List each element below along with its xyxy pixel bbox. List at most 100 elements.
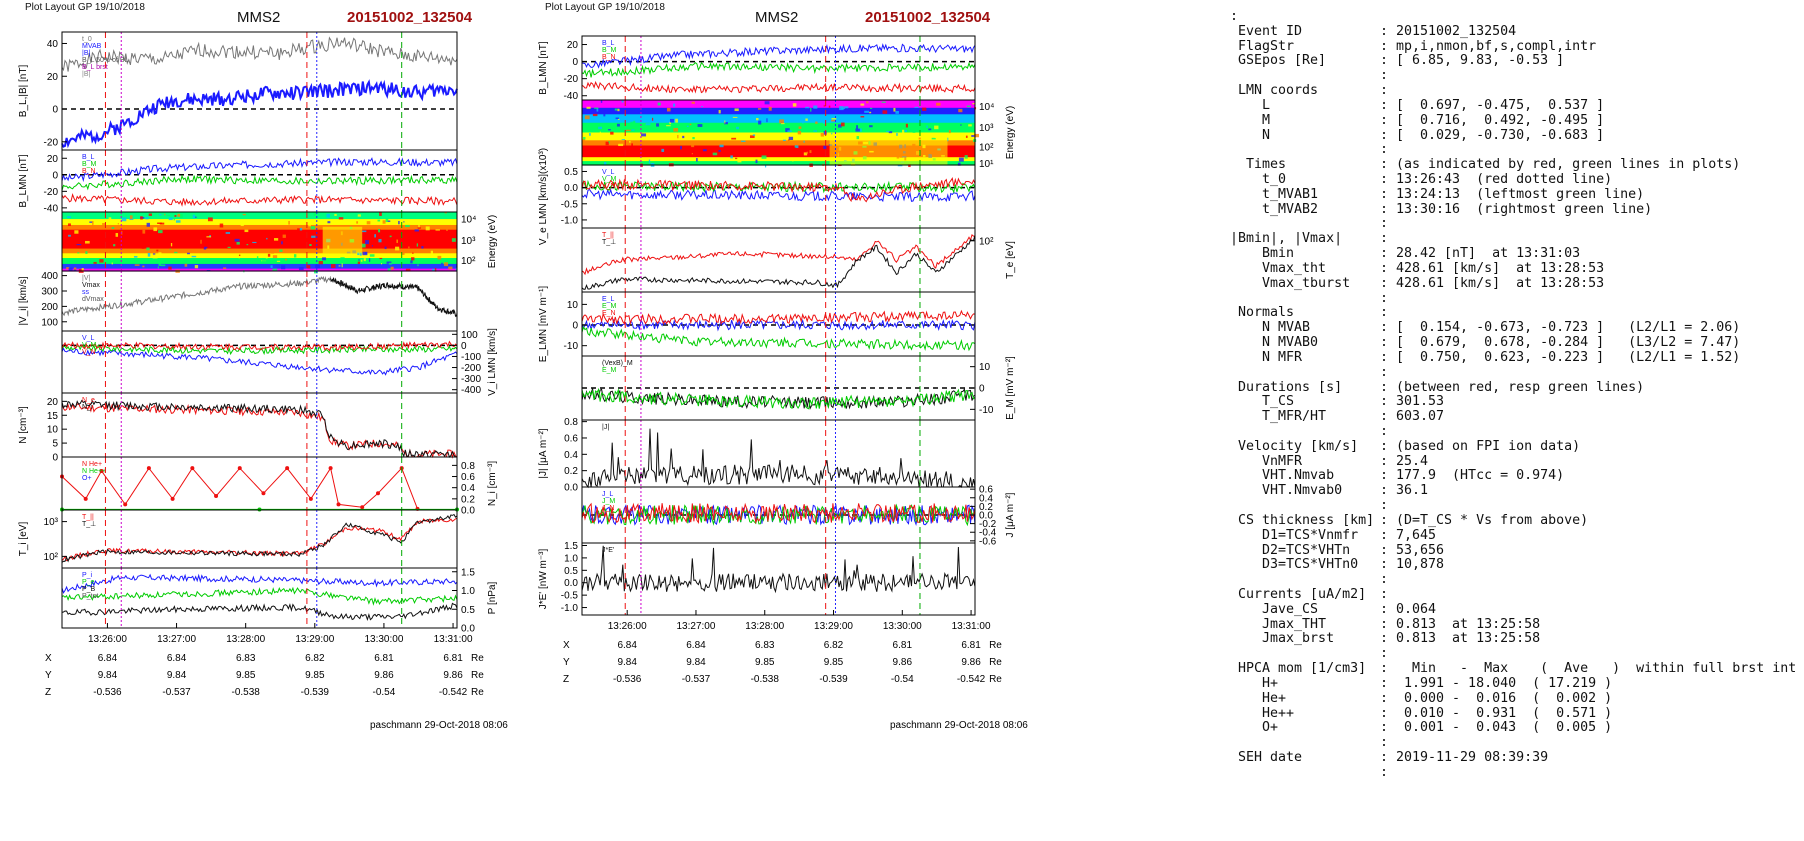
spectrogram-pixel: [856, 136, 860, 140]
spectrogram-pixel: [157, 266, 159, 269]
spectrogram-pixel: [761, 155, 767, 159]
footer-credit: paschmann 29-Oct-2018 08:06: [370, 720, 508, 731]
spectrogram-patch: [829, 139, 948, 165]
spectrogram-pixel: [113, 244, 116, 247]
summary-value: : [ 0.154, -0.673, -0.723 ] (L2/L1 = 2.0…: [1380, 320, 1741, 336]
spectrogram-pixel: [724, 121, 728, 125]
spectrogram-pixel: [752, 134, 756, 136]
spectrogram-pixel: [810, 107, 812, 112]
spectrogram-pixel: [585, 162, 589, 165]
spectrogram-pixel: [395, 221, 398, 225]
spectrogram-pixel: [618, 143, 624, 147]
summary-label: T_CS: [1230, 394, 1295, 410]
spectrogram-pixel: [166, 215, 170, 217]
summary-value: :: [1380, 83, 1389, 99]
spectrogram-pixel: [396, 239, 398, 243]
spectrogram-pixel: [803, 140, 805, 143]
spectrogram-pixel: [159, 222, 165, 225]
spectrogram-pixel: [167, 258, 171, 263]
spectrogram-patch: [322, 226, 363, 254]
legend-entry: N_i: [82, 404, 93, 411]
coord-value: -0.542: [439, 687, 468, 698]
spectrogram-pixel: [173, 218, 175, 221]
spectrogram-pixel: [692, 136, 695, 140]
spectrogram-pixel: [281, 241, 283, 245]
spectrogram-pixel: [673, 127, 679, 132]
data-point: [214, 494, 219, 499]
summary-label: O+: [1230, 720, 1279, 736]
summary-label: t_MVAB1: [1230, 186, 1319, 202]
spectrogram-pixel: [66, 267, 70, 270]
spectrogram-pixel: [749, 135, 755, 139]
spectrogram-pixel: [958, 108, 963, 113]
spectrogram-band: [582, 140, 975, 147]
spectrogram-pixel: [621, 139, 625, 141]
spectrogram-pixel: [689, 123, 692, 126]
spectrogram-pixel: [89, 221, 93, 223]
spectrogram-pixel: [242, 213, 246, 216]
spectrogram-pixel: [380, 263, 383, 265]
spectrogram-pixel: [844, 106, 849, 109]
spectrogram-pixel: [158, 252, 162, 256]
spectrogram-pixel: [972, 103, 975, 105]
spectrogram-pixel: [822, 122, 826, 124]
spectrogram-pixel: [702, 149, 707, 152]
spectrogram-pixel: [264, 255, 268, 259]
spectrogram-pixel: [315, 264, 320, 269]
summary-label: Velocity [km/s]: [1230, 438, 1359, 454]
spectrogram-pixel: [787, 130, 792, 132]
spectrogram-pixel: [378, 238, 382, 243]
summary-label: Jmax_brst: [1230, 631, 1335, 647]
spectrogram-pixel: [437, 255, 442, 260]
spectrogram-band: [62, 224, 457, 231]
legend-entry: B_M: [602, 47, 617, 54]
summary-value: : 0.010 - 0.931 ( 0.571 ): [1380, 705, 1613, 721]
spectrogram-pixel: [179, 214, 183, 218]
series-line: [61, 586, 458, 606]
legend-entry: T_⊥: [82, 521, 96, 528]
spectrogram-pixel: [76, 244, 82, 246]
y-tick-label: 0: [52, 105, 58, 116]
coord-value: -0.536: [93, 687, 122, 698]
spectrogram-pixel: [966, 105, 971, 108]
spectrogram-pixel: [621, 100, 624, 103]
spectrogram-pixel: [158, 263, 162, 266]
legend-entry: B_N: [82, 168, 96, 175]
spectrogram-pixel: [805, 118, 808, 121]
legend-entry: E_M: [602, 303, 617, 310]
y-axis-label: E_M [mV m⁻²]: [1005, 356, 1016, 420]
spectrogram-pixel: [864, 110, 870, 113]
coord-value: -0.538: [231, 687, 260, 698]
spectrogram-pixel: [781, 123, 785, 125]
spectrogram-pixel: [390, 266, 394, 270]
y-tick-label: 20: [567, 40, 579, 51]
coord-value: -0.536: [613, 674, 642, 685]
y-axis-label: B_LMN [nT]: [538, 41, 549, 95]
spectrogram-pixel: [191, 255, 197, 258]
spectrogram-pixel: [914, 106, 919, 108]
spectrogram-pixel: [691, 143, 695, 148]
y-axis-label: N_i [cm⁻³]: [487, 461, 498, 507]
spectrogram-pixel: [256, 256, 259, 260]
spectrogram-pixel: [831, 119, 836, 122]
spectrogram-pixel: [195, 216, 197, 218]
spectrogram-pixel: [340, 257, 345, 259]
data-point: [237, 466, 242, 471]
y-tick-label: 10³: [44, 517, 59, 528]
spectrogram-pixel: [617, 108, 620, 112]
spectrogram-pixel: [629, 140, 631, 143]
series-line: [330, 277, 458, 318]
spectrogram-pixel: [387, 268, 391, 271]
spectrogram-pixel: [156, 249, 159, 252]
y-tick-label: 10: [567, 300, 579, 311]
spectrogram-pixel: [238, 256, 241, 259]
summary-label: Vmax_tburst: [1230, 275, 1351, 291]
spectrogram-pixel: [73, 269, 77, 271]
summary-value: : 177.9 (HTcc = 0.974): [1380, 468, 1565, 484]
y-tick-label: 0.0: [564, 183, 578, 194]
legend-entry: B_L: [602, 40, 615, 47]
series-line: [581, 234, 976, 276]
y-axis-label: N [cm⁻³]: [18, 406, 29, 444]
spectrogram-pixel: [948, 129, 951, 134]
spectrogram-pixel: [331, 264, 336, 269]
